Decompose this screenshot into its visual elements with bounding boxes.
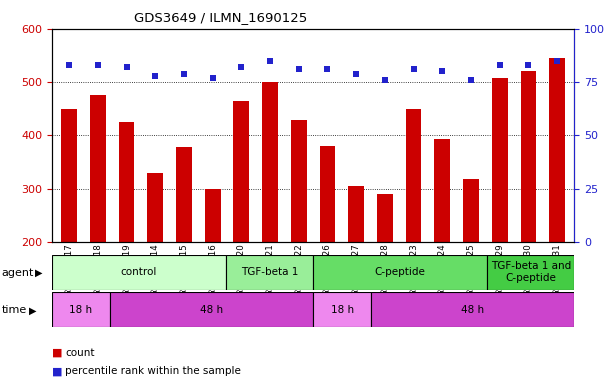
Point	[150, 73, 160, 79]
Point	[380, 77, 390, 83]
Bar	[463, 179, 479, 242]
Point	[437, 68, 447, 74]
Text: GDS3649 / ILMN_1690125: GDS3649 / ILMN_1690125	[134, 12, 308, 25]
Bar	[320, 146, 335, 242]
Text: 18 h: 18 h	[70, 305, 92, 314]
Text: TGF-beta 1: TGF-beta 1	[241, 267, 298, 277]
Bar	[176, 147, 192, 242]
Text: 48 h: 48 h	[200, 305, 223, 314]
Point	[466, 77, 476, 83]
Point	[64, 62, 74, 68]
Bar	[291, 121, 307, 242]
Text: agent: agent	[2, 268, 34, 278]
Bar	[262, 82, 278, 242]
Point	[552, 58, 562, 64]
Point	[524, 62, 533, 68]
Bar	[52, 255, 226, 290]
Bar	[110, 292, 313, 327]
Bar	[549, 58, 565, 242]
Point	[122, 64, 131, 70]
Bar	[61, 109, 77, 242]
Point	[179, 71, 189, 77]
Bar	[147, 173, 163, 242]
Bar	[348, 186, 364, 242]
Point	[93, 62, 103, 68]
Text: ■: ■	[52, 348, 62, 358]
Text: time: time	[2, 305, 27, 315]
Point	[265, 58, 275, 64]
Bar	[406, 109, 422, 242]
Bar	[119, 122, 134, 242]
Point	[351, 71, 361, 77]
Bar	[488, 255, 574, 290]
Bar	[226, 255, 313, 290]
Text: ▶: ▶	[35, 268, 43, 278]
Bar	[434, 139, 450, 242]
Text: 48 h: 48 h	[461, 305, 485, 314]
Text: 18 h: 18 h	[331, 305, 354, 314]
Text: TGF-beta 1 and
C-peptide: TGF-beta 1 and C-peptide	[491, 262, 571, 283]
Bar	[492, 78, 508, 242]
Point	[208, 75, 218, 81]
Bar	[90, 95, 106, 242]
Text: C-peptide: C-peptide	[375, 267, 426, 277]
Point	[409, 66, 419, 72]
Bar	[313, 255, 488, 290]
Point	[495, 62, 505, 68]
Text: count: count	[65, 348, 95, 358]
Bar	[52, 292, 110, 327]
Text: ▶: ▶	[29, 305, 37, 315]
Bar	[313, 292, 371, 327]
Bar	[521, 71, 536, 242]
Text: ■: ■	[52, 366, 62, 376]
Bar	[377, 194, 393, 242]
Bar	[205, 189, 221, 242]
Text: control: control	[121, 267, 157, 277]
Bar	[371, 292, 574, 327]
Text: percentile rank within the sample: percentile rank within the sample	[65, 366, 241, 376]
Point	[236, 64, 246, 70]
Point	[323, 66, 332, 72]
Point	[294, 66, 304, 72]
Bar	[233, 101, 249, 242]
